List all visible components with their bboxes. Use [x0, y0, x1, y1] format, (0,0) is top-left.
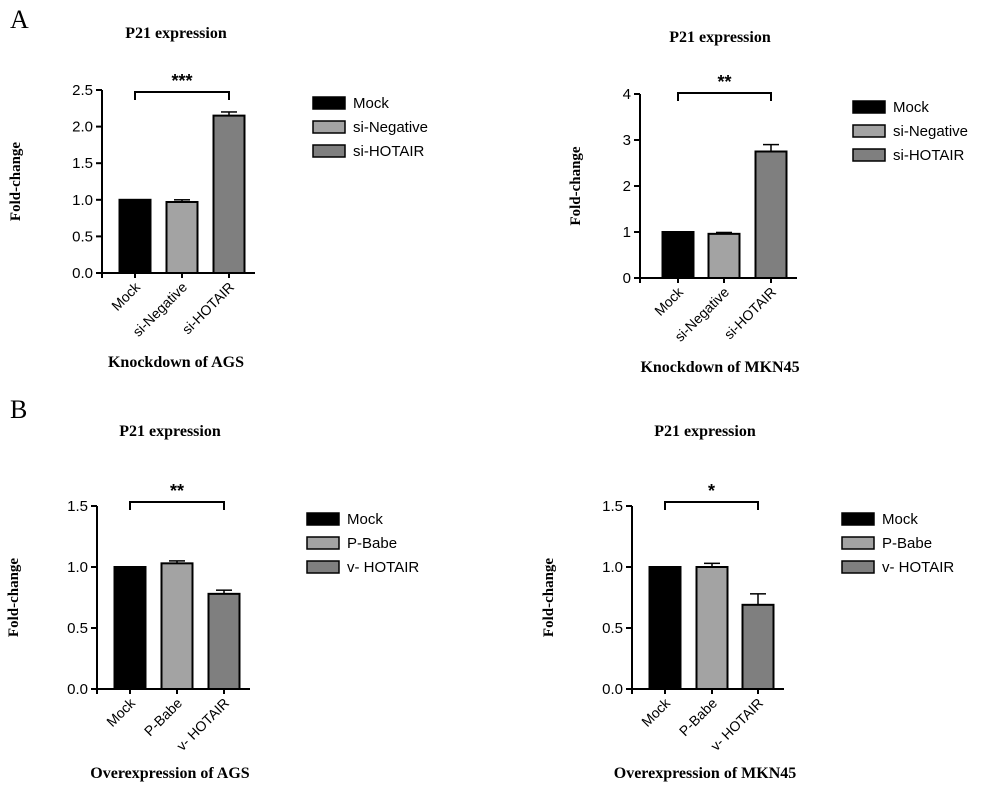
significance-bracket	[129, 501, 225, 510]
panel-label-a: A	[10, 5, 29, 34]
chart-4: P21 expression Fold-change 0.0 0.5 1.0 1.5 Moc…	[541, 423, 954, 782]
y-tick-label: 0.5	[72, 228, 93, 245]
legend-swatch	[312, 144, 346, 158]
legend-swatch	[312, 120, 346, 134]
legend-label: si-HOTAIR	[893, 147, 965, 164]
category-label: P-Babe	[141, 695, 185, 739]
y-axis-label: Fold-change	[8, 142, 24, 222]
y-tick-label: 1.0	[67, 559, 88, 576]
bar-mock	[113, 566, 147, 690]
y-tick-label: 0.0	[602, 681, 623, 698]
panel-label-b: B	[10, 395, 27, 424]
x-axis-label: Overexpression of MKN45	[614, 765, 797, 782]
chart-3: P21 expression Fold-change 0.0 0.5 1.0 1.5 Moc…	[6, 423, 419, 782]
legend-swatch	[841, 560, 875, 574]
y-tick-label: 1	[623, 224, 631, 241]
bar-si-negative	[707, 232, 741, 279]
bar-mock	[648, 566, 682, 690]
y-axis-label: Fold-change	[6, 558, 22, 638]
legend-swatch	[306, 536, 340, 550]
significance-bracket	[664, 501, 759, 510]
significance-label: ***	[171, 71, 192, 91]
chart-2: P21 expression Fold-change 0 1 2 3 4 Mock si-Neg…	[568, 29, 968, 376]
legend-label: si-Negative	[353, 119, 428, 136]
y-tick-label: 0.5	[67, 620, 88, 637]
y-tick-label: 2	[623, 178, 631, 195]
y-tick-label: 1.0	[72, 192, 93, 209]
significance-label: **	[717, 72, 731, 92]
category-label: Mock	[103, 694, 139, 730]
legend-label: Mock	[347, 511, 383, 528]
bar-mock	[661, 231, 695, 279]
y-tick-label: 0.0	[72, 265, 93, 282]
legend-swatch	[312, 96, 346, 110]
category-label: Mock	[638, 694, 674, 730]
legend-label: P-Babe	[347, 535, 397, 552]
bar-mock	[118, 198, 152, 274]
significance-bracket	[134, 91, 230, 100]
y-tick-label: 1.5	[72, 155, 93, 172]
y-tick-label: 2.0	[72, 119, 93, 136]
chart-title: P21 expression	[119, 423, 221, 440]
legend-label: Mock	[893, 99, 929, 116]
significance-bracket	[677, 92, 772, 101]
y-tick-label: 1.5	[602, 498, 623, 515]
legend-swatch	[852, 100, 886, 114]
legend-swatch	[841, 512, 875, 526]
bar-v-hotair	[207, 592, 241, 691]
y-tick-label: 0.5	[602, 620, 623, 637]
category-label: Mock	[108, 278, 144, 314]
legend-swatch	[306, 560, 340, 574]
chart-title: P21 expression	[125, 25, 227, 42]
chart-1: P21 expression Fold-change 0.0 0.5 1.0 1.5 2.0…	[8, 25, 428, 371]
bar-si-negative	[165, 200, 199, 274]
legend-label: Mock	[353, 95, 389, 112]
x-axis-label: Overexpression of AGS	[90, 765, 250, 782]
y-axis-label: Fold-change	[568, 146, 584, 226]
y-tick-label: 0.0	[67, 681, 88, 698]
y-axis-label: Fold-change	[541, 558, 557, 638]
significance-label: **	[170, 481, 184, 501]
legend-swatch	[841, 536, 875, 550]
chart-title: P21 expression	[654, 423, 756, 440]
legend-label: si-HOTAIR	[353, 143, 425, 160]
x-axis-label: Knockdown of AGS	[108, 354, 244, 371]
x-axis-label: Knockdown of MKN45	[640, 359, 799, 376]
legend-label: Mock	[882, 511, 918, 528]
chart-title: P21 expression	[669, 29, 771, 46]
significance-label: *	[708, 481, 715, 501]
bar-si-hotair	[754, 150, 788, 279]
legend-label: P-Babe	[882, 535, 932, 552]
legend-swatch	[852, 124, 886, 138]
bar-si-hotair	[212, 114, 246, 275]
y-tick-label: 3	[623, 132, 631, 149]
legend-label: v- HOTAIR	[347, 559, 419, 576]
legend-swatch	[852, 148, 886, 162]
y-tick-label: 1.5	[67, 498, 88, 515]
y-tick-label: 0	[623, 270, 631, 287]
y-tick-label: 1.0	[602, 559, 623, 576]
charts: P21 expression Fold-change 0.0 0.5 1.0 1.5 2.0…	[6, 25, 968, 782]
y-tick-label: 2.5	[72, 82, 93, 99]
legend-label: v- HOTAIR	[882, 559, 954, 576]
y-tick-label: 4	[623, 86, 631, 103]
category-label: Mock	[651, 283, 687, 319]
category-label: P-Babe	[676, 695, 720, 739]
legend-label: si-Negative	[893, 123, 968, 140]
bar-p-babe	[695, 566, 729, 690]
legend-swatch	[306, 512, 340, 526]
bar-p-babe	[160, 562, 194, 691]
bar-v-hotair	[741, 603, 775, 691]
